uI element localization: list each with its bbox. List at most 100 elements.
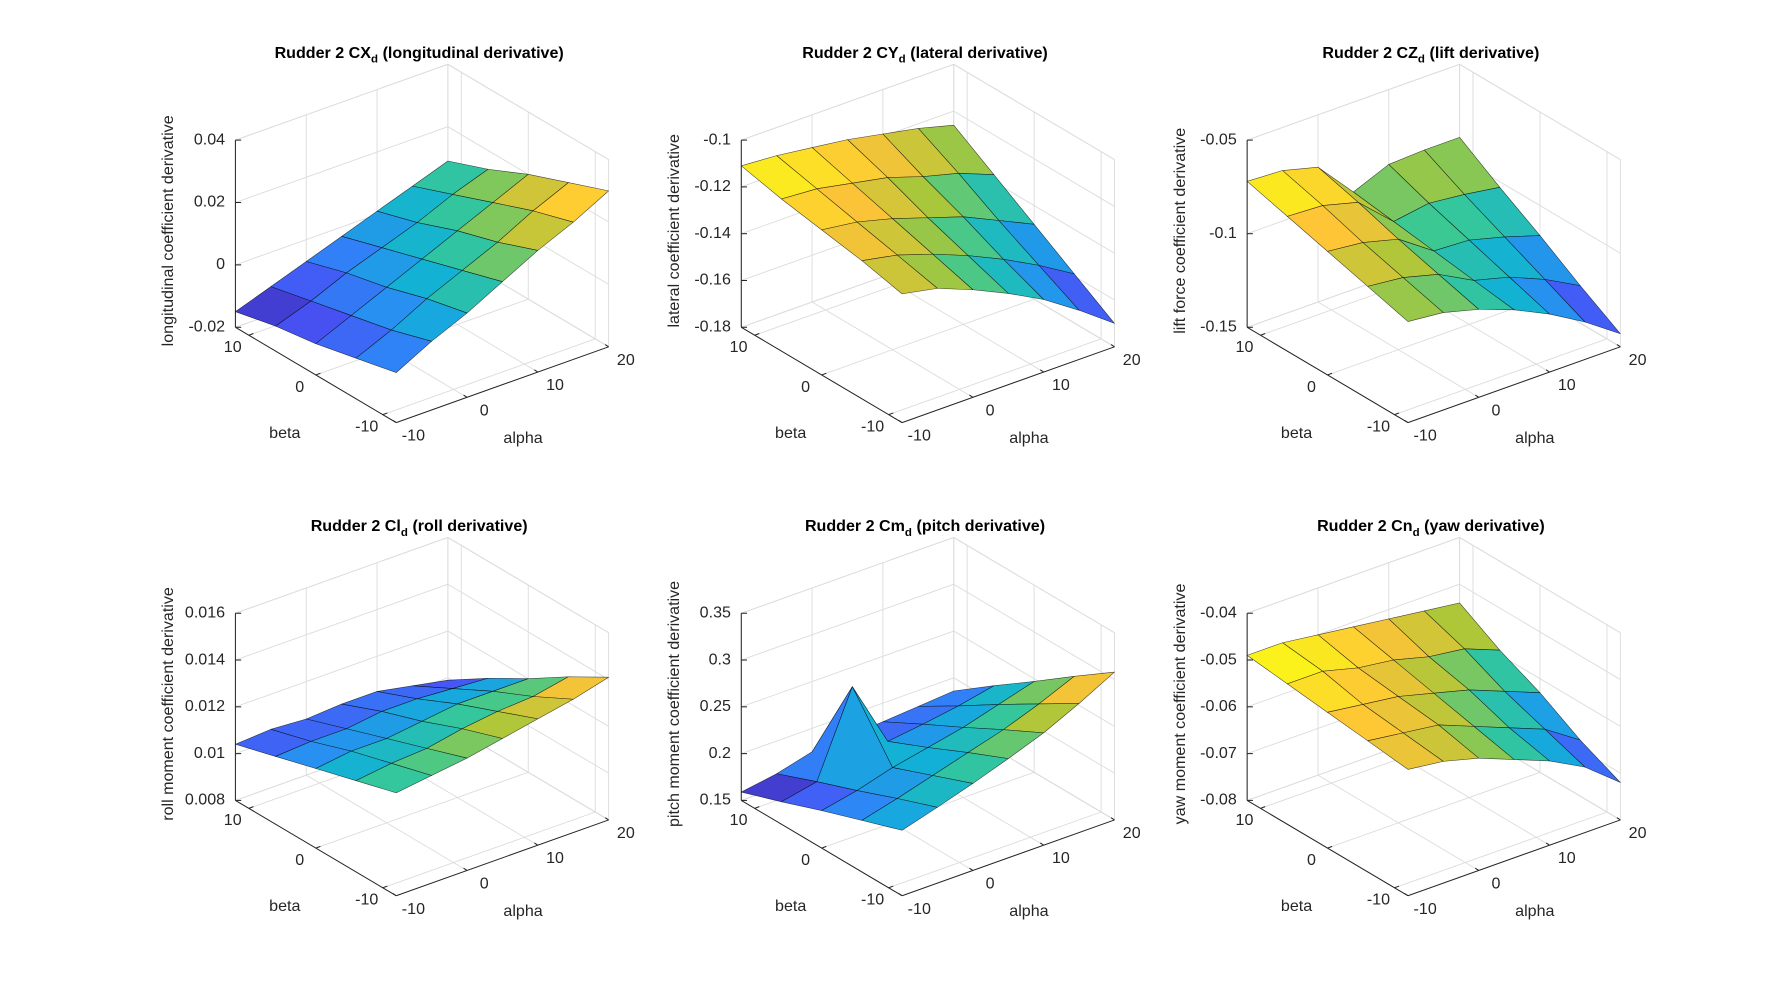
y-tick-label: 10	[730, 811, 748, 829]
surface-patch	[861, 798, 938, 831]
z-tick-label: 0.016	[185, 603, 225, 621]
grid-line	[315, 771, 529, 849]
z-tick-label: 0.2	[709, 744, 731, 762]
x-tick-label: 10	[1052, 849, 1070, 867]
x-axis-line	[396, 819, 609, 897]
y-tick	[754, 333, 760, 336]
y-tick-label: 10	[1236, 338, 1254, 356]
y-tick	[1260, 333, 1266, 336]
x-tick-label: -10	[1414, 427, 1437, 445]
x-tick-label: 10	[1558, 376, 1576, 394]
title-subscript: d	[905, 527, 912, 539]
title-rest: (pitch derivative)	[917, 517, 1046, 535]
grid-line	[1394, 811, 1608, 889]
x-axis-label: alpha	[1009, 902, 1048, 920]
x-tick-label: 20	[1629, 351, 1647, 369]
z-axis-label: lateral coefficient derivative	[665, 134, 683, 328]
x-axis-label: alpha	[503, 902, 542, 920]
x-tick	[534, 369, 539, 373]
y-tick	[248, 806, 254, 809]
grid-line	[235, 126, 449, 203]
z-axis-label: yaw moment coefficient derivative	[1171, 584, 1189, 825]
x-axis-line	[396, 346, 609, 424]
grid-line	[1327, 298, 1541, 376]
z-tick-label: 0	[216, 255, 225, 273]
z-tick-label: -0.02	[188, 318, 225, 336]
chart-title: Rudder 2 Cnd (yaw derivative)	[1317, 517, 1545, 539]
x-axis-line	[901, 346, 1115, 424]
grid-line	[447, 537, 609, 634]
x-axis-line	[1407, 346, 1621, 424]
x-tick-label: 0	[480, 401, 489, 419]
title-rest: (lateral derivative)	[910, 44, 1048, 62]
chart-title: Rudder 2 CYd (lateral derivative)	[802, 44, 1048, 66]
grid-line	[382, 811, 596, 889]
z-tick-label: 0.02	[194, 193, 225, 211]
y-tick	[1394, 412, 1400, 416]
grid-line	[1459, 537, 1621, 634]
y-tick-label: 0	[1307, 851, 1316, 869]
y-tick	[1327, 845, 1333, 849]
y-tick-label: -10	[355, 891, 378, 909]
y-tick	[888, 412, 894, 416]
x-tick-label: 10	[546, 376, 564, 394]
title-rest: (lift derivative)	[1430, 44, 1540, 62]
z-tick-label: -0.16	[694, 271, 731, 289]
y-tick	[1394, 885, 1400, 889]
x-tick-label: 0	[986, 875, 995, 893]
y-axis-label: beta	[269, 424, 300, 442]
y-axis-label: beta	[269, 897, 300, 915]
x-tick	[1545, 842, 1550, 846]
title-subscript: d	[1413, 527, 1420, 539]
z-tick-label: -0.1	[1209, 224, 1237, 242]
y-tick	[315, 372, 321, 376]
x-tick	[969, 867, 974, 871]
x-axis-line	[901, 819, 1115, 897]
x-tick-label: 20	[1629, 824, 1647, 842]
z-tick-label: 0.012	[185, 697, 225, 715]
y-tick-label: 0	[295, 378, 304, 396]
x-axis-label: alpha	[1515, 429, 1554, 447]
grid-line	[235, 537, 449, 614]
x-tick	[1404, 419, 1409, 424]
x-tick-label: -10	[402, 900, 425, 918]
y-tick-label: -10	[861, 891, 884, 909]
y-tick-label: -10	[1367, 891, 1390, 909]
x-tick-label: -10	[1414, 900, 1437, 918]
y-tick-label: 0	[1307, 378, 1316, 396]
y-axis-label: beta	[1281, 424, 1312, 442]
x-axis-label: alpha	[1009, 429, 1048, 447]
x-tick	[1110, 817, 1115, 821]
x-tick	[1039, 369, 1044, 373]
x-axis-line	[1407, 819, 1621, 897]
grid-line	[953, 537, 1115, 634]
y-tick-label: 10	[224, 338, 242, 356]
y-tick	[1260, 806, 1266, 809]
y-axis-label: beta	[1281, 897, 1312, 915]
x-tick	[463, 867, 468, 871]
y-tick	[821, 845, 827, 849]
y-tick	[1327, 372, 1333, 376]
x-axis-label: alpha	[1515, 902, 1554, 920]
grid-line	[741, 583, 954, 661]
x-tick	[463, 394, 468, 398]
chart-title: Rudder 2 CXd (longitudinal derivative)	[275, 44, 564, 66]
z-tick-label: -0.12	[694, 177, 731, 195]
title-main: Rudder 2 CY	[802, 44, 899, 62]
y-tick-label: 0	[801, 851, 810, 869]
surface-patch	[355, 763, 432, 794]
x-tick-label: 20	[1123, 351, 1141, 369]
x-tick	[392, 419, 397, 424]
x-tick-label: 0	[480, 875, 489, 893]
grid-line	[1246, 63, 1460, 141]
x-tick	[1475, 394, 1480, 398]
x-tick	[1545, 369, 1550, 373]
grid-line	[382, 338, 596, 416]
x-tick	[604, 344, 609, 348]
z-tick-label: -0.14	[694, 224, 731, 242]
y-axis-label: beta	[775, 897, 806, 915]
x-tick-label: -10	[908, 900, 931, 918]
grid-line	[888, 811, 1102, 889]
